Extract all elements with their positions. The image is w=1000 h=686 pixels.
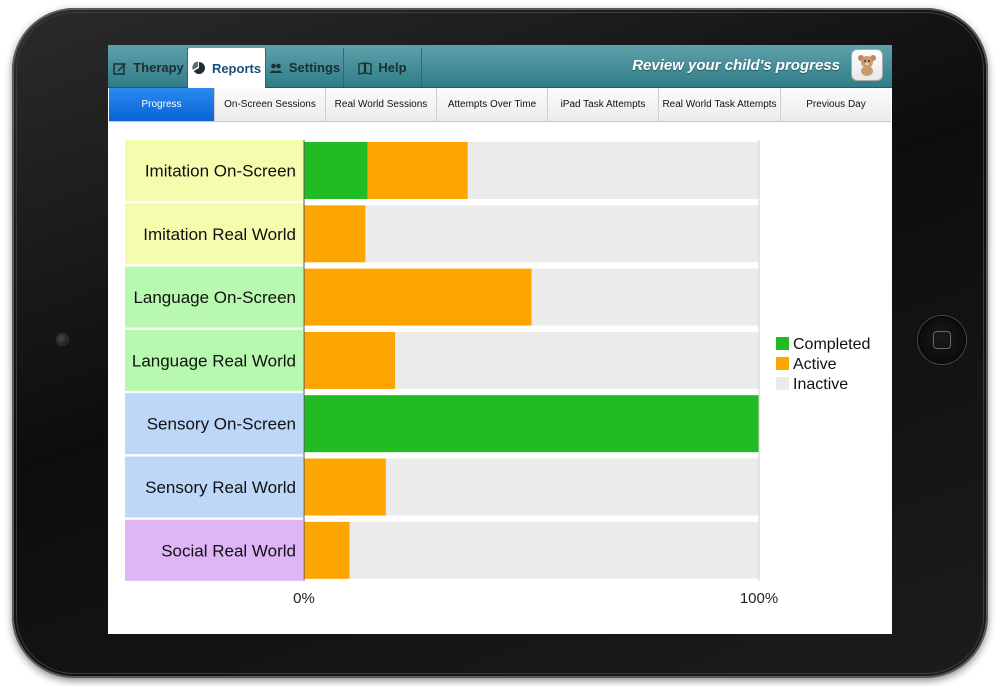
pie-chart-icon <box>192 61 205 74</box>
legend-label-inactive: Inactive <box>793 376 848 393</box>
pencil-square-icon <box>113 62 127 75</box>
category-label-bg-language-on-screen <box>125 266 303 328</box>
x-tick-label-100: 100% <box>740 590 778 607</box>
category-label-social-real-world: Social Real World <box>161 541 296 560</box>
report-subtabs: Progress On-Screen Sessions Real World S… <box>109 88 891 122</box>
category-label-bg-social-real-world <box>125 519 303 581</box>
category-label-language-real-world: Language Real World <box>132 351 296 370</box>
bar-language-on-screen-active <box>304 268 532 326</box>
tab-help-label: Help <box>378 60 407 75</box>
legend-swatch-inactive <box>776 377 789 390</box>
subtab-previous-day[interactable]: Previous Day <box>806 99 866 110</box>
tab-therapy-label: Therapy <box>133 60 184 75</box>
x-tick-label-0: 0% <box>293 590 315 607</box>
legend-label-completed: Completed <box>793 336 870 353</box>
tab-reports[interactable]: Reports <box>188 48 266 88</box>
bar-sensory-on-screen-completed <box>304 395 759 453</box>
category-label-bg-imitation-real-world <box>125 203 303 265</box>
tab-therapy[interactable]: Therapy <box>110 48 188 87</box>
bar-sensory-real-world-active <box>304 458 386 516</box>
users-icon <box>269 63 283 73</box>
bar-social-real-world-active <box>304 521 350 579</box>
category-label-sensory-on-screen: Sensory On-Screen <box>147 415 296 434</box>
camera-icon <box>57 334 68 345</box>
subtab-progress[interactable]: Progress <box>109 88 215 121</box>
category-label-bg-imitation-on-screen <box>125 140 303 201</box>
category-label-language-on-screen: Language On-Screen <box>133 288 296 307</box>
top-nav-bar: Therapy Reports Settings Help Review you… <box>108 45 892 88</box>
legend-swatch-completed <box>776 337 789 350</box>
subtab-ipad-task-attempts[interactable]: iPad Task Attempts <box>548 88 659 121</box>
tab-help[interactable]: Help <box>344 48 422 87</box>
category-label-bg-sensory-on-screen <box>125 393 303 455</box>
bar-language-real-world-inactive <box>395 331 759 389</box>
bar-imitation-on-screen-active <box>367 142 468 199</box>
tab-reports-label: Reports <box>211 60 262 76</box>
subtab-attempts-over-time[interactable]: Attempts Over Time <box>437 88 548 121</box>
tab-settings-label: Settings <box>288 60 341 75</box>
bar-language-on-screen-inactive <box>531 268 759 326</box>
category-label-imitation-on-screen: Imitation On-Screen <box>145 162 296 181</box>
app-screen: Therapy Reports Settings Help Review you… <box>108 45 892 634</box>
teddy-bear-icon <box>858 55 876 76</box>
bar-imitation-real-world-active <box>304 205 366 263</box>
page-tagline: Review your child's progress <box>632 57 840 74</box>
progress-chart: Imitation On-Screen Imitation Real World L… <box>125 140 870 607</box>
tab-settings[interactable]: Settings <box>266 48 344 87</box>
bar-imitation-on-screen-completed <box>304 142 368 199</box>
bar-language-real-world-active <box>304 331 395 389</box>
category-label-bg-sensory-real-world <box>125 456 303 518</box>
subtab-real-world-task-attempts[interactable]: Real World Task Attempts <box>659 88 781 121</box>
category-label-sensory-real-world: Sensory Real World <box>145 478 296 497</box>
home-button[interactable] <box>918 316 966 364</box>
bar-imitation-on-screen-inactive <box>467 142 759 199</box>
category-label-bg-language-real-world <box>125 329 303 391</box>
bar-sensory-real-world-inactive <box>385 458 759 516</box>
bar-imitation-real-world-inactive <box>365 205 759 263</box>
subtab-on-screen-sessions[interactable]: On-Screen Sessions <box>215 88 326 121</box>
legend-label-active: Active <box>793 356 837 373</box>
subtab-real-world-sessions[interactable]: Real World Sessions <box>326 88 437 121</box>
legend-swatch-active <box>776 357 789 370</box>
category-label-imitation-real-world: Imitation Real World <box>143 225 296 244</box>
home-square-icon <box>933 331 951 349</box>
bar-social-real-world-inactive <box>349 521 759 579</box>
book-icon <box>358 61 373 75</box>
avatar[interactable] <box>852 50 882 80</box>
